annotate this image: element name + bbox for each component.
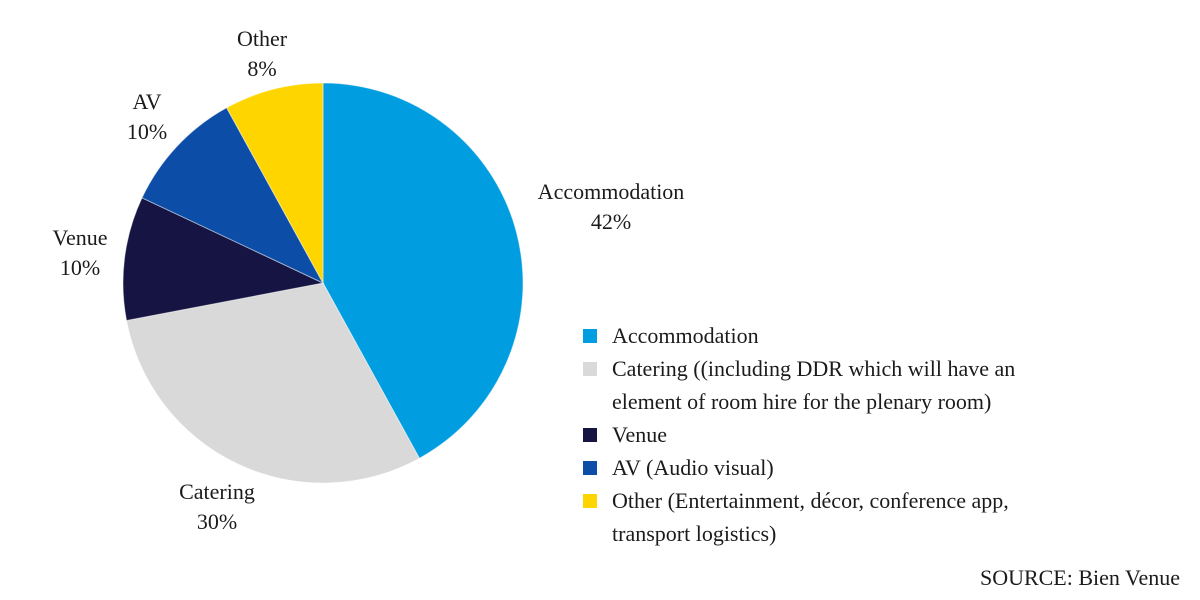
pie-slice-accommodation	[322, 82, 524, 459]
pie-slice-other	[225, 82, 324, 284]
slice-label-name: Venue	[52, 225, 108, 250]
legend-label: AV (Audio visual)	[612, 455, 774, 480]
slice-label-other: Other 8%	[237, 24, 287, 84]
slice-label-venue: Venue 10%	[53, 223, 108, 283]
legend-swatch-venue	[583, 428, 597, 442]
slice-label-pct: 42%	[590, 209, 632, 234]
pie-slice-av	[141, 107, 325, 285]
legend-item-catering: Catering ((including DDR which will have…	[583, 352, 1082, 418]
slice-label-pct: 10%	[126, 119, 168, 144]
legend-label: Catering ((including DDR which will have…	[612, 356, 1016, 414]
slice-label-pct: 10%	[59, 255, 101, 280]
legend-label: Venue	[612, 422, 667, 447]
legend-swatch-accommodation	[583, 329, 597, 343]
source-text: SOURCE: Bien Venue	[979, 565, 1180, 590]
legend-item-accommodation: Accommodation	[583, 319, 1082, 352]
slice-label-av: AV 10%	[127, 87, 167, 147]
legend-swatch-other	[583, 494, 597, 508]
legend-label: Accommodation	[612, 323, 759, 348]
slice-label-accommodation: Accommodation 42%	[538, 177, 685, 237]
pie-slice-catering	[125, 282, 421, 484]
legend-item-other: Other (Entertainment, décor, conference …	[583, 484, 1082, 550]
slice-label-name: Catering	[179, 479, 255, 504]
legend-item-venue: Venue	[583, 418, 1082, 451]
slice-label-pct: 8%	[247, 56, 277, 81]
legend-label: Other (Entertainment, décor, conference …	[612, 488, 1009, 546]
pie-slice-venue	[122, 197, 325, 322]
slice-label-catering: Catering 30%	[179, 477, 255, 537]
slice-label-name: Accommodation	[537, 179, 685, 204]
slice-label-pct: 30%	[196, 509, 238, 534]
legend-swatch-catering	[583, 362, 597, 376]
slice-label-name: AV	[132, 89, 162, 114]
legend: Accommodation Catering ((including DDR w…	[583, 319, 1082, 550]
legend-item-av: AV (Audio visual)	[583, 451, 1082, 484]
slice-label-name: Other	[236, 26, 288, 51]
legend-swatch-av	[583, 461, 597, 475]
